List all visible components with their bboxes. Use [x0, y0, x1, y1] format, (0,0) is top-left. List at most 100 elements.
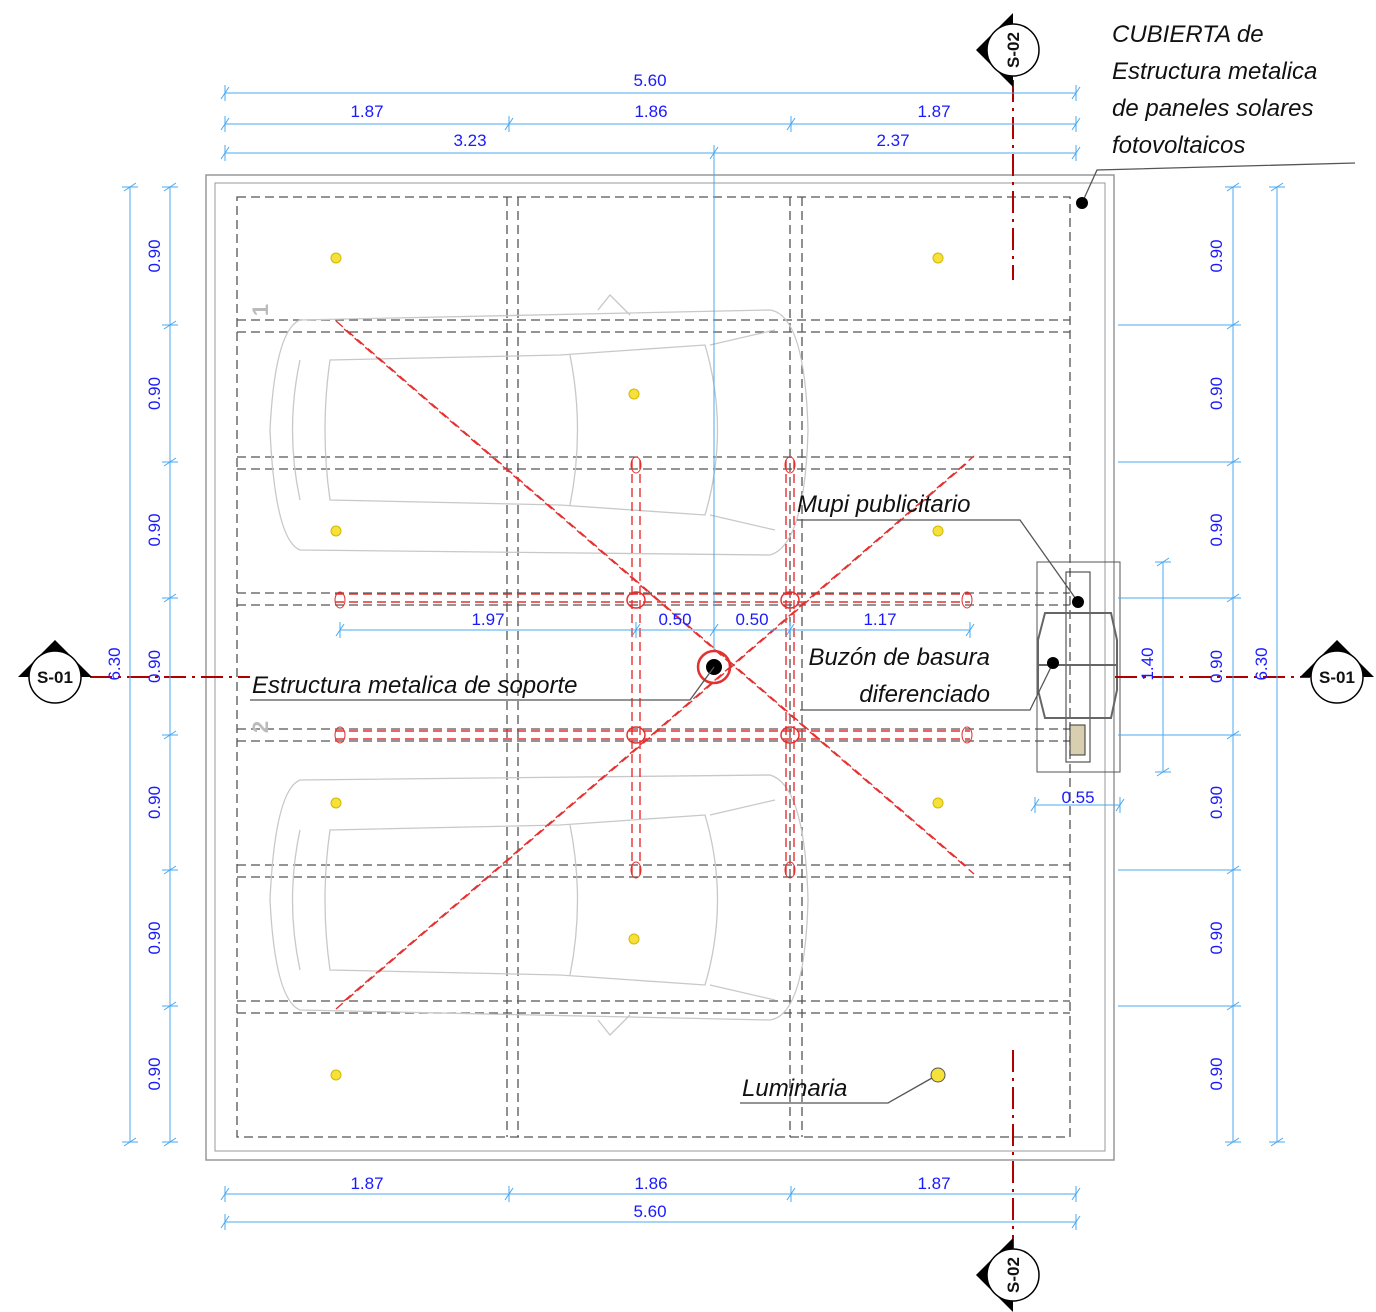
note-cubierta: Estructura metalica [1112, 58, 1317, 85]
luminaire [628, 933, 640, 945]
dim-label: 0.90 [1207, 921, 1226, 954]
leader-dot [1047, 657, 1059, 669]
luminaire [932, 797, 944, 809]
leader [797, 519, 1079, 603]
dim-label: 6.30 [105, 647, 124, 680]
dim-label: 0.90 [145, 921, 164, 954]
dim-label: 0.90 [145, 377, 164, 410]
car-line [291, 799, 776, 1036]
dim-label: 0.50 [735, 610, 768, 629]
car-body [269, 774, 809, 1021]
dim-label: 0.90 [1207, 786, 1226, 819]
note-mupi: Mupi publicitario [797, 491, 970, 518]
dim-label: 0.55 [1061, 788, 1094, 807]
dim-label: 0.50 [658, 610, 691, 629]
section-circle [1310, 650, 1364, 704]
car [269, 774, 809, 1036]
beam-end [961, 726, 973, 744]
row-number: 1 [248, 304, 273, 316]
brace [335, 320, 967, 867]
dim-label: 0.90 [1207, 239, 1226, 272]
beam-end [630, 456, 642, 474]
joint [626, 726, 646, 744]
leader [1081, 162, 1356, 204]
roof-outline [205, 174, 1115, 1161]
dim-label: 5.60 [633, 71, 666, 90]
section-label: S-01 [37, 668, 73, 687]
joint [780, 726, 800, 744]
dim-label: 0.90 [1207, 650, 1226, 683]
panel-frame [236, 196, 1071, 1138]
note-cubierta: CUBIERTA de [1112, 21, 1264, 48]
joint [780, 591, 800, 609]
dim-label: 0.90 [1207, 377, 1226, 410]
car-line [291, 294, 776, 531]
dim-label: 1.87 [917, 1174, 950, 1193]
mupi-base [1069, 724, 1086, 756]
beam-end [784, 456, 796, 474]
leader [250, 666, 715, 701]
luminaire [628, 388, 640, 400]
beam-end [630, 861, 642, 879]
note-buzon: diferenciado [859, 681, 990, 708]
beam-end [334, 591, 346, 609]
dim-label: 0.90 [145, 239, 164, 272]
dim-label: 2.37 [876, 131, 909, 150]
dim-label: 0.90 [145, 786, 164, 819]
dim-label: 1.86 [634, 1174, 667, 1193]
dim-label: 5.60 [633, 1202, 666, 1221]
luminaire [330, 525, 342, 537]
dim-label: 1.87 [917, 102, 950, 121]
luminaire [930, 1067, 946, 1083]
beam-end [961, 591, 973, 609]
row-number: 2 [248, 721, 273, 733]
dim-label: 0.90 [145, 650, 164, 683]
leader-dot [1076, 197, 1088, 209]
beam-end [334, 726, 346, 744]
leader [800, 662, 1054, 711]
dim-label: 1.40 [1138, 647, 1157, 680]
section-circle [986, 1248, 1040, 1302]
car [269, 294, 809, 556]
dim-label: 0.90 [1207, 1057, 1226, 1090]
dim-label: 3.23 [453, 131, 486, 150]
support-ring [696, 649, 732, 685]
brace [343, 328, 975, 875]
note-luminaria: Luminaria [742, 1075, 847, 1102]
dim-label: 0.90 [1207, 513, 1226, 546]
section-circle [986, 23, 1040, 77]
dim-label: 6.30 [1252, 647, 1271, 680]
brace [343, 455, 975, 1002]
leader [740, 1077, 933, 1104]
luminaire [932, 525, 944, 537]
leader-dot [1072, 596, 1084, 608]
luminaire [330, 252, 342, 264]
dim-label: 0.90 [145, 513, 164, 546]
section-circle [28, 650, 82, 704]
car-roof [324, 344, 719, 516]
note-cubierta: fotovoltaicos [1112, 132, 1245, 159]
car-roof [324, 814, 719, 986]
note-cubierta: de paneles solares [1112, 95, 1313, 122]
section-label: S-02 [1004, 1257, 1023, 1293]
section-label: S-02 [1004, 32, 1023, 68]
luminaire [932, 252, 944, 264]
note-estructura: Estructura metalica de soporte [252, 672, 578, 699]
luminaire [330, 1069, 342, 1081]
dim-label: 1.86 [634, 102, 667, 121]
mupi [1065, 571, 1091, 763]
note-buzon: Buzón de basura [809, 644, 990, 671]
dim-label: 1.17 [863, 610, 896, 629]
joint [626, 591, 646, 609]
luminaire [330, 797, 342, 809]
brace [335, 463, 967, 1010]
beam-end [784, 861, 796, 879]
dim-label: 0.90 [145, 1057, 164, 1090]
section-label: S-01 [1319, 668, 1355, 687]
dim-label: 1.87 [350, 1174, 383, 1193]
dim-label: 1.87 [350, 102, 383, 121]
car-body [269, 309, 809, 556]
roof-inner [214, 182, 1106, 1152]
dim-label: 1.97 [471, 610, 504, 629]
